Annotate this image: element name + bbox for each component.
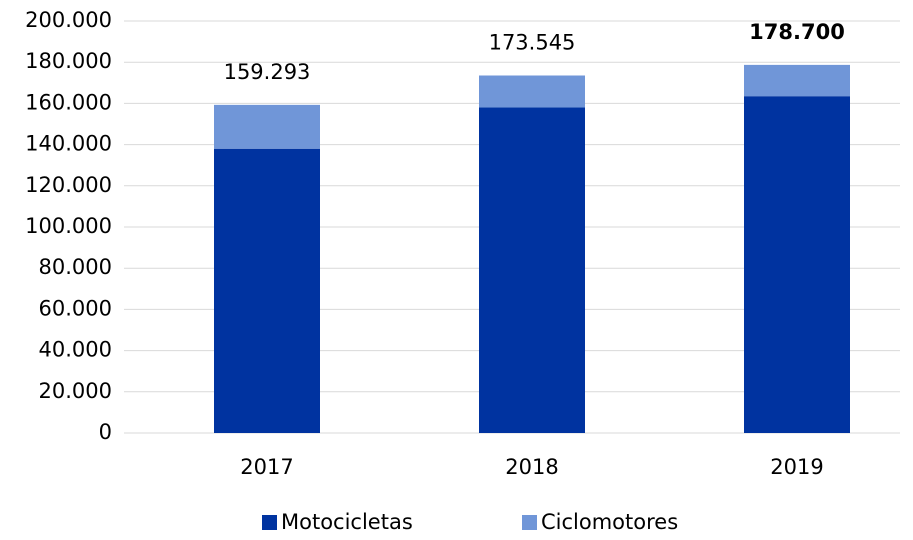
y-tick-label: 0: [99, 420, 112, 444]
legend-label: Motocicletas: [281, 510, 413, 534]
y-tick-label: 180.000: [25, 49, 112, 73]
y-tick-label: 40.000: [39, 338, 112, 362]
total-label: 173.545: [489, 30, 576, 54]
legend-swatch: [262, 515, 277, 530]
bar-segment: [214, 104, 320, 149]
y-tick-label: 60.000: [39, 296, 112, 320]
y-tick-label: 80.000: [39, 255, 112, 279]
x-tick-label: 2017: [240, 455, 293, 479]
y-tick-label: 120.000: [25, 173, 112, 197]
bar-segment: [214, 148, 320, 433]
legend-label: Ciclomotores: [541, 510, 678, 534]
legend-swatch: [522, 515, 537, 530]
bar-segment: [479, 75, 585, 108]
y-tick-label: 140.000: [25, 132, 112, 156]
total-label: 178.700: [749, 20, 845, 44]
y-tick-label: 200.000: [25, 8, 112, 32]
bar-segment: [479, 107, 585, 434]
bar-segment: [744, 96, 850, 433]
bar-segment: [744, 64, 850, 97]
x-tick-label: 2018: [505, 455, 558, 479]
y-tick-label: 100.000: [25, 214, 112, 238]
y-tick-label: 160.000: [25, 90, 112, 114]
total-label: 159.293: [224, 60, 311, 84]
x-tick-label: 2019: [770, 455, 823, 479]
y-tick-label: 20.000: [39, 379, 112, 403]
